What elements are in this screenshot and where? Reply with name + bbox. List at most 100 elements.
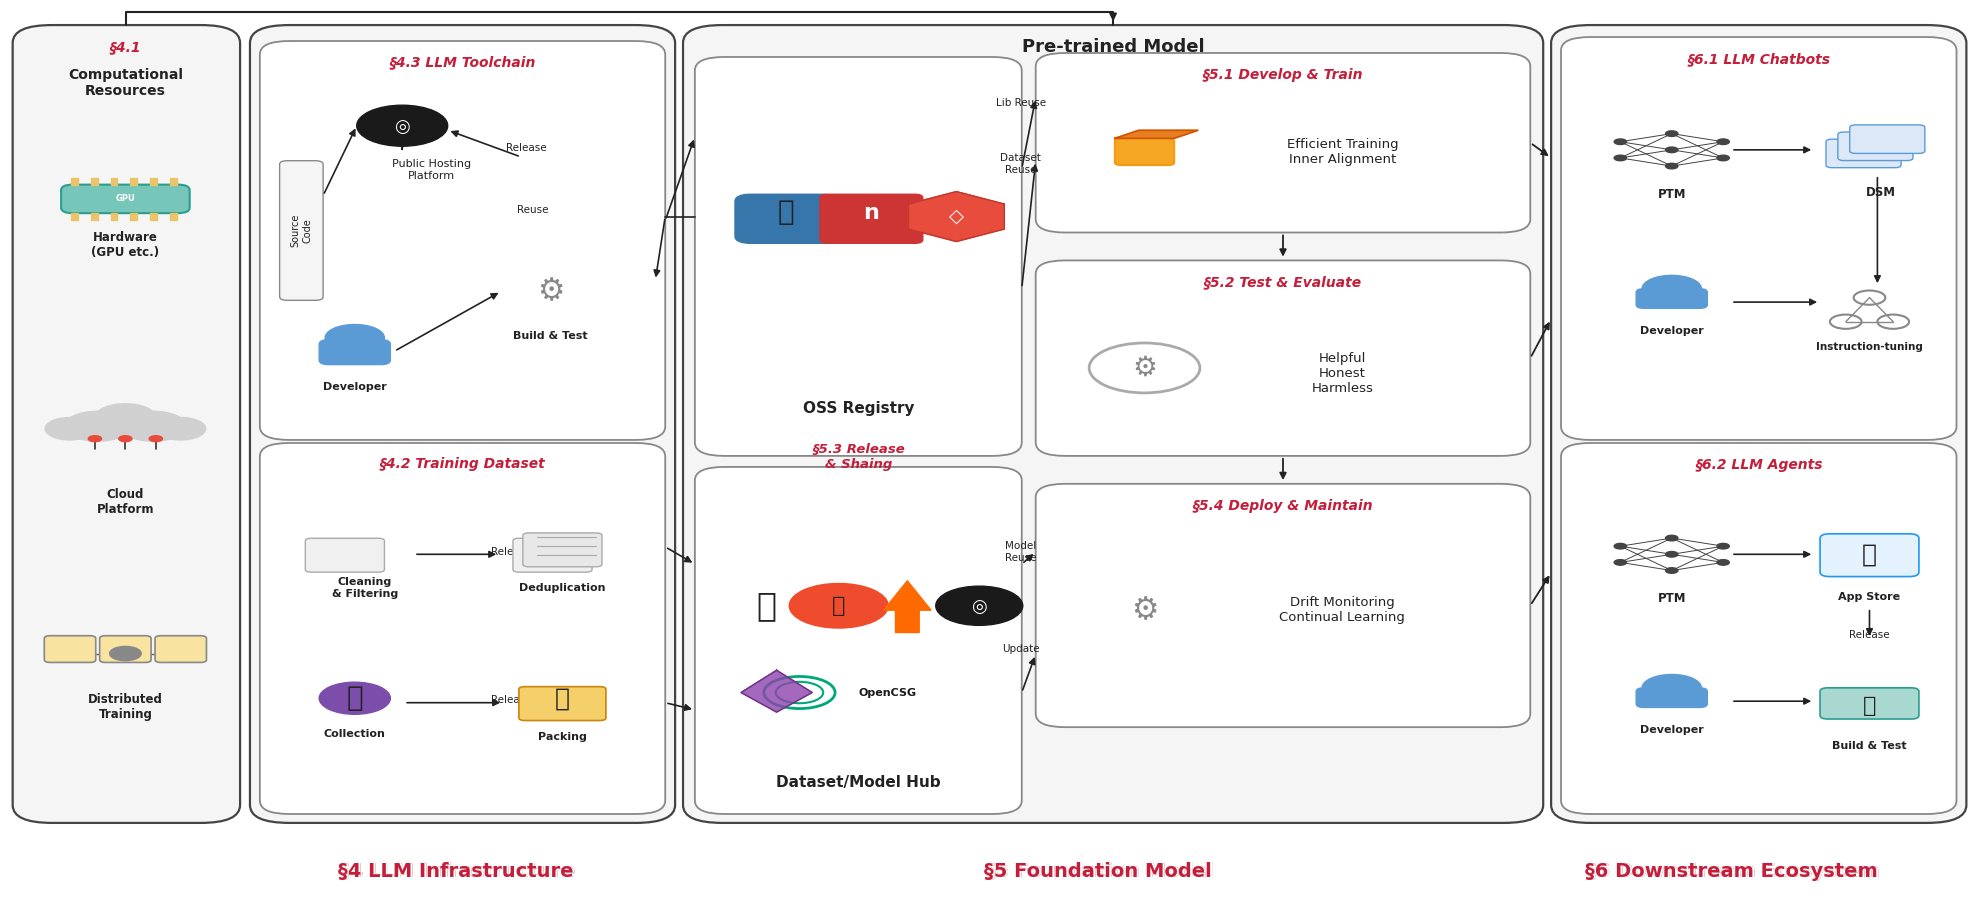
FancyBboxPatch shape <box>1825 139 1901 168</box>
Text: Source
Code: Source Code <box>291 213 311 248</box>
Bar <box>91 178 97 185</box>
Circle shape <box>1641 675 1701 701</box>
FancyBboxPatch shape <box>1550 25 1966 823</box>
Text: Lib Reuse: Lib Reuse <box>995 99 1045 109</box>
Bar <box>131 213 137 221</box>
FancyBboxPatch shape <box>1035 483 1530 727</box>
Circle shape <box>149 436 163 441</box>
Bar <box>131 178 137 185</box>
Bar <box>170 178 176 185</box>
Circle shape <box>936 586 1023 625</box>
Text: 🐍: 🐍 <box>777 198 795 226</box>
Text: Drift Monitoring
Continual Learning: Drift Monitoring Continual Learning <box>1278 597 1405 624</box>
FancyBboxPatch shape <box>1849 125 1925 153</box>
Text: ◎: ◎ <box>971 597 987 615</box>
Circle shape <box>1665 536 1677 541</box>
Text: 🐛: 🐛 <box>347 684 363 712</box>
Text: 📱: 📱 <box>1861 543 1877 566</box>
Circle shape <box>319 683 390 714</box>
Text: Dataset
Reuse: Dataset Reuse <box>999 153 1041 175</box>
Circle shape <box>119 411 186 441</box>
Polygon shape <box>1114 130 1197 138</box>
FancyBboxPatch shape <box>519 686 606 720</box>
Circle shape <box>95 404 157 431</box>
Circle shape <box>325 325 385 352</box>
Text: OpenCSG: OpenCSG <box>858 687 916 698</box>
Text: Dataset/Model Hub: Dataset/Model Hub <box>775 775 939 790</box>
Circle shape <box>1613 139 1625 144</box>
Text: Computational
Resources: Computational Resources <box>67 68 182 98</box>
Circle shape <box>1665 568 1677 573</box>
Text: Update: Update <box>1001 644 1039 654</box>
Text: Model
Reuse: Model Reuse <box>1005 541 1037 562</box>
Text: §4 LLM Infrastructure: §4 LLM Infrastructure <box>337 862 573 882</box>
FancyBboxPatch shape <box>99 636 151 663</box>
Text: §6 Downstream Ecosystem: §6 Downstream Ecosystem <box>1584 862 1877 882</box>
Text: Build & Test: Build & Test <box>1831 741 1907 751</box>
FancyBboxPatch shape <box>1114 138 1173 165</box>
Text: Collection: Collection <box>323 729 386 739</box>
FancyBboxPatch shape <box>1035 260 1530 456</box>
FancyBboxPatch shape <box>1819 688 1919 719</box>
Text: §4.1: §4.1 <box>109 40 141 55</box>
Text: 💻: 💻 <box>1861 696 1875 716</box>
FancyBboxPatch shape <box>735 195 838 243</box>
Circle shape <box>1665 163 1677 169</box>
Circle shape <box>1716 155 1728 161</box>
Text: ⚙: ⚙ <box>1132 354 1156 382</box>
FancyBboxPatch shape <box>694 467 1021 814</box>
Polygon shape <box>908 192 1003 241</box>
Polygon shape <box>741 670 813 712</box>
FancyBboxPatch shape <box>1035 53 1530 232</box>
Text: §5 Foundation Model: §5 Foundation Model <box>985 862 1213 882</box>
Text: §5 Foundation Model: §5 Foundation Model <box>983 862 1211 882</box>
Circle shape <box>89 436 101 441</box>
Text: ⚙: ⚙ <box>1130 596 1157 625</box>
Text: Reuse: Reuse <box>517 205 549 215</box>
Bar <box>111 213 117 221</box>
Text: Helpful
Honest
Harmless: Helpful Honest Harmless <box>1310 353 1374 396</box>
Text: Cleaning
& Filtering: Cleaning & Filtering <box>331 578 398 599</box>
Text: §6 Downstream Ecosystem: §6 Downstream Ecosystem <box>1586 862 1879 882</box>
Text: Deduplication: Deduplication <box>519 583 605 593</box>
Text: §4 LLM Infrastructure: §4 LLM Infrastructure <box>339 862 575 882</box>
Text: Packing: Packing <box>537 732 587 742</box>
Text: §5.4 Deploy & Maintain: §5.4 Deploy & Maintain <box>1191 499 1374 513</box>
Circle shape <box>1716 560 1728 565</box>
Circle shape <box>1665 147 1677 152</box>
Circle shape <box>789 583 888 628</box>
Text: App Store: App Store <box>1837 592 1899 602</box>
FancyBboxPatch shape <box>694 57 1021 456</box>
Text: §5.1 Develop & Train: §5.1 Develop & Train <box>1203 68 1362 83</box>
FancyBboxPatch shape <box>821 195 922 243</box>
Text: Release: Release <box>505 143 547 153</box>
FancyBboxPatch shape <box>250 25 674 823</box>
Text: Developer: Developer <box>323 382 386 392</box>
Circle shape <box>109 647 141 661</box>
Text: ◇: ◇ <box>949 207 963 226</box>
Text: Release: Release <box>490 546 531 557</box>
Text: OSS Registry: OSS Registry <box>803 401 914 415</box>
FancyBboxPatch shape <box>319 340 390 364</box>
Circle shape <box>1613 560 1625 565</box>
Circle shape <box>65 411 131 441</box>
Bar <box>151 178 157 185</box>
FancyBboxPatch shape <box>12 25 240 823</box>
Text: §5.2 Test & Evaluate: §5.2 Test & Evaluate <box>1203 275 1362 290</box>
Text: ●: ● <box>390 112 414 140</box>
Text: PTM: PTM <box>1657 187 1685 201</box>
Circle shape <box>359 106 446 145</box>
FancyBboxPatch shape <box>1837 132 1913 161</box>
Circle shape <box>1665 552 1677 557</box>
Polygon shape <box>884 580 932 632</box>
Text: Public Hosting
Platform: Public Hosting Platform <box>392 160 472 181</box>
Text: Distributed
Training: Distributed Training <box>87 693 163 721</box>
FancyBboxPatch shape <box>260 41 664 440</box>
Text: GPU: GPU <box>115 195 135 204</box>
Bar <box>71 213 77 221</box>
Circle shape <box>1716 139 1728 144</box>
Circle shape <box>1641 275 1701 302</box>
Text: §6 Downstream Ecosystem: §6 Downstream Ecosystem <box>1586 862 1879 882</box>
Text: DSM: DSM <box>1865 187 1895 199</box>
Circle shape <box>1613 544 1625 549</box>
